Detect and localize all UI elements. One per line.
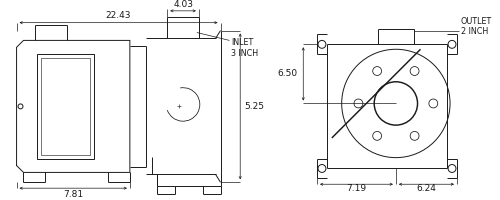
Text: 7.19: 7.19 xyxy=(346,184,366,193)
Text: 6.50: 6.50 xyxy=(278,69,297,78)
Text: 4.03: 4.03 xyxy=(173,0,193,9)
Text: 22.43: 22.43 xyxy=(106,11,132,20)
Text: 5.25: 5.25 xyxy=(244,102,264,111)
Text: INLET
3 INCH: INLET 3 INCH xyxy=(232,38,258,58)
Bar xyxy=(38,54,94,159)
Text: OUTLET
2 INCH: OUTLET 2 INCH xyxy=(461,17,492,36)
Text: 6.24: 6.24 xyxy=(416,184,436,193)
Bar xyxy=(41,58,90,155)
Text: 7.81: 7.81 xyxy=(63,190,84,199)
